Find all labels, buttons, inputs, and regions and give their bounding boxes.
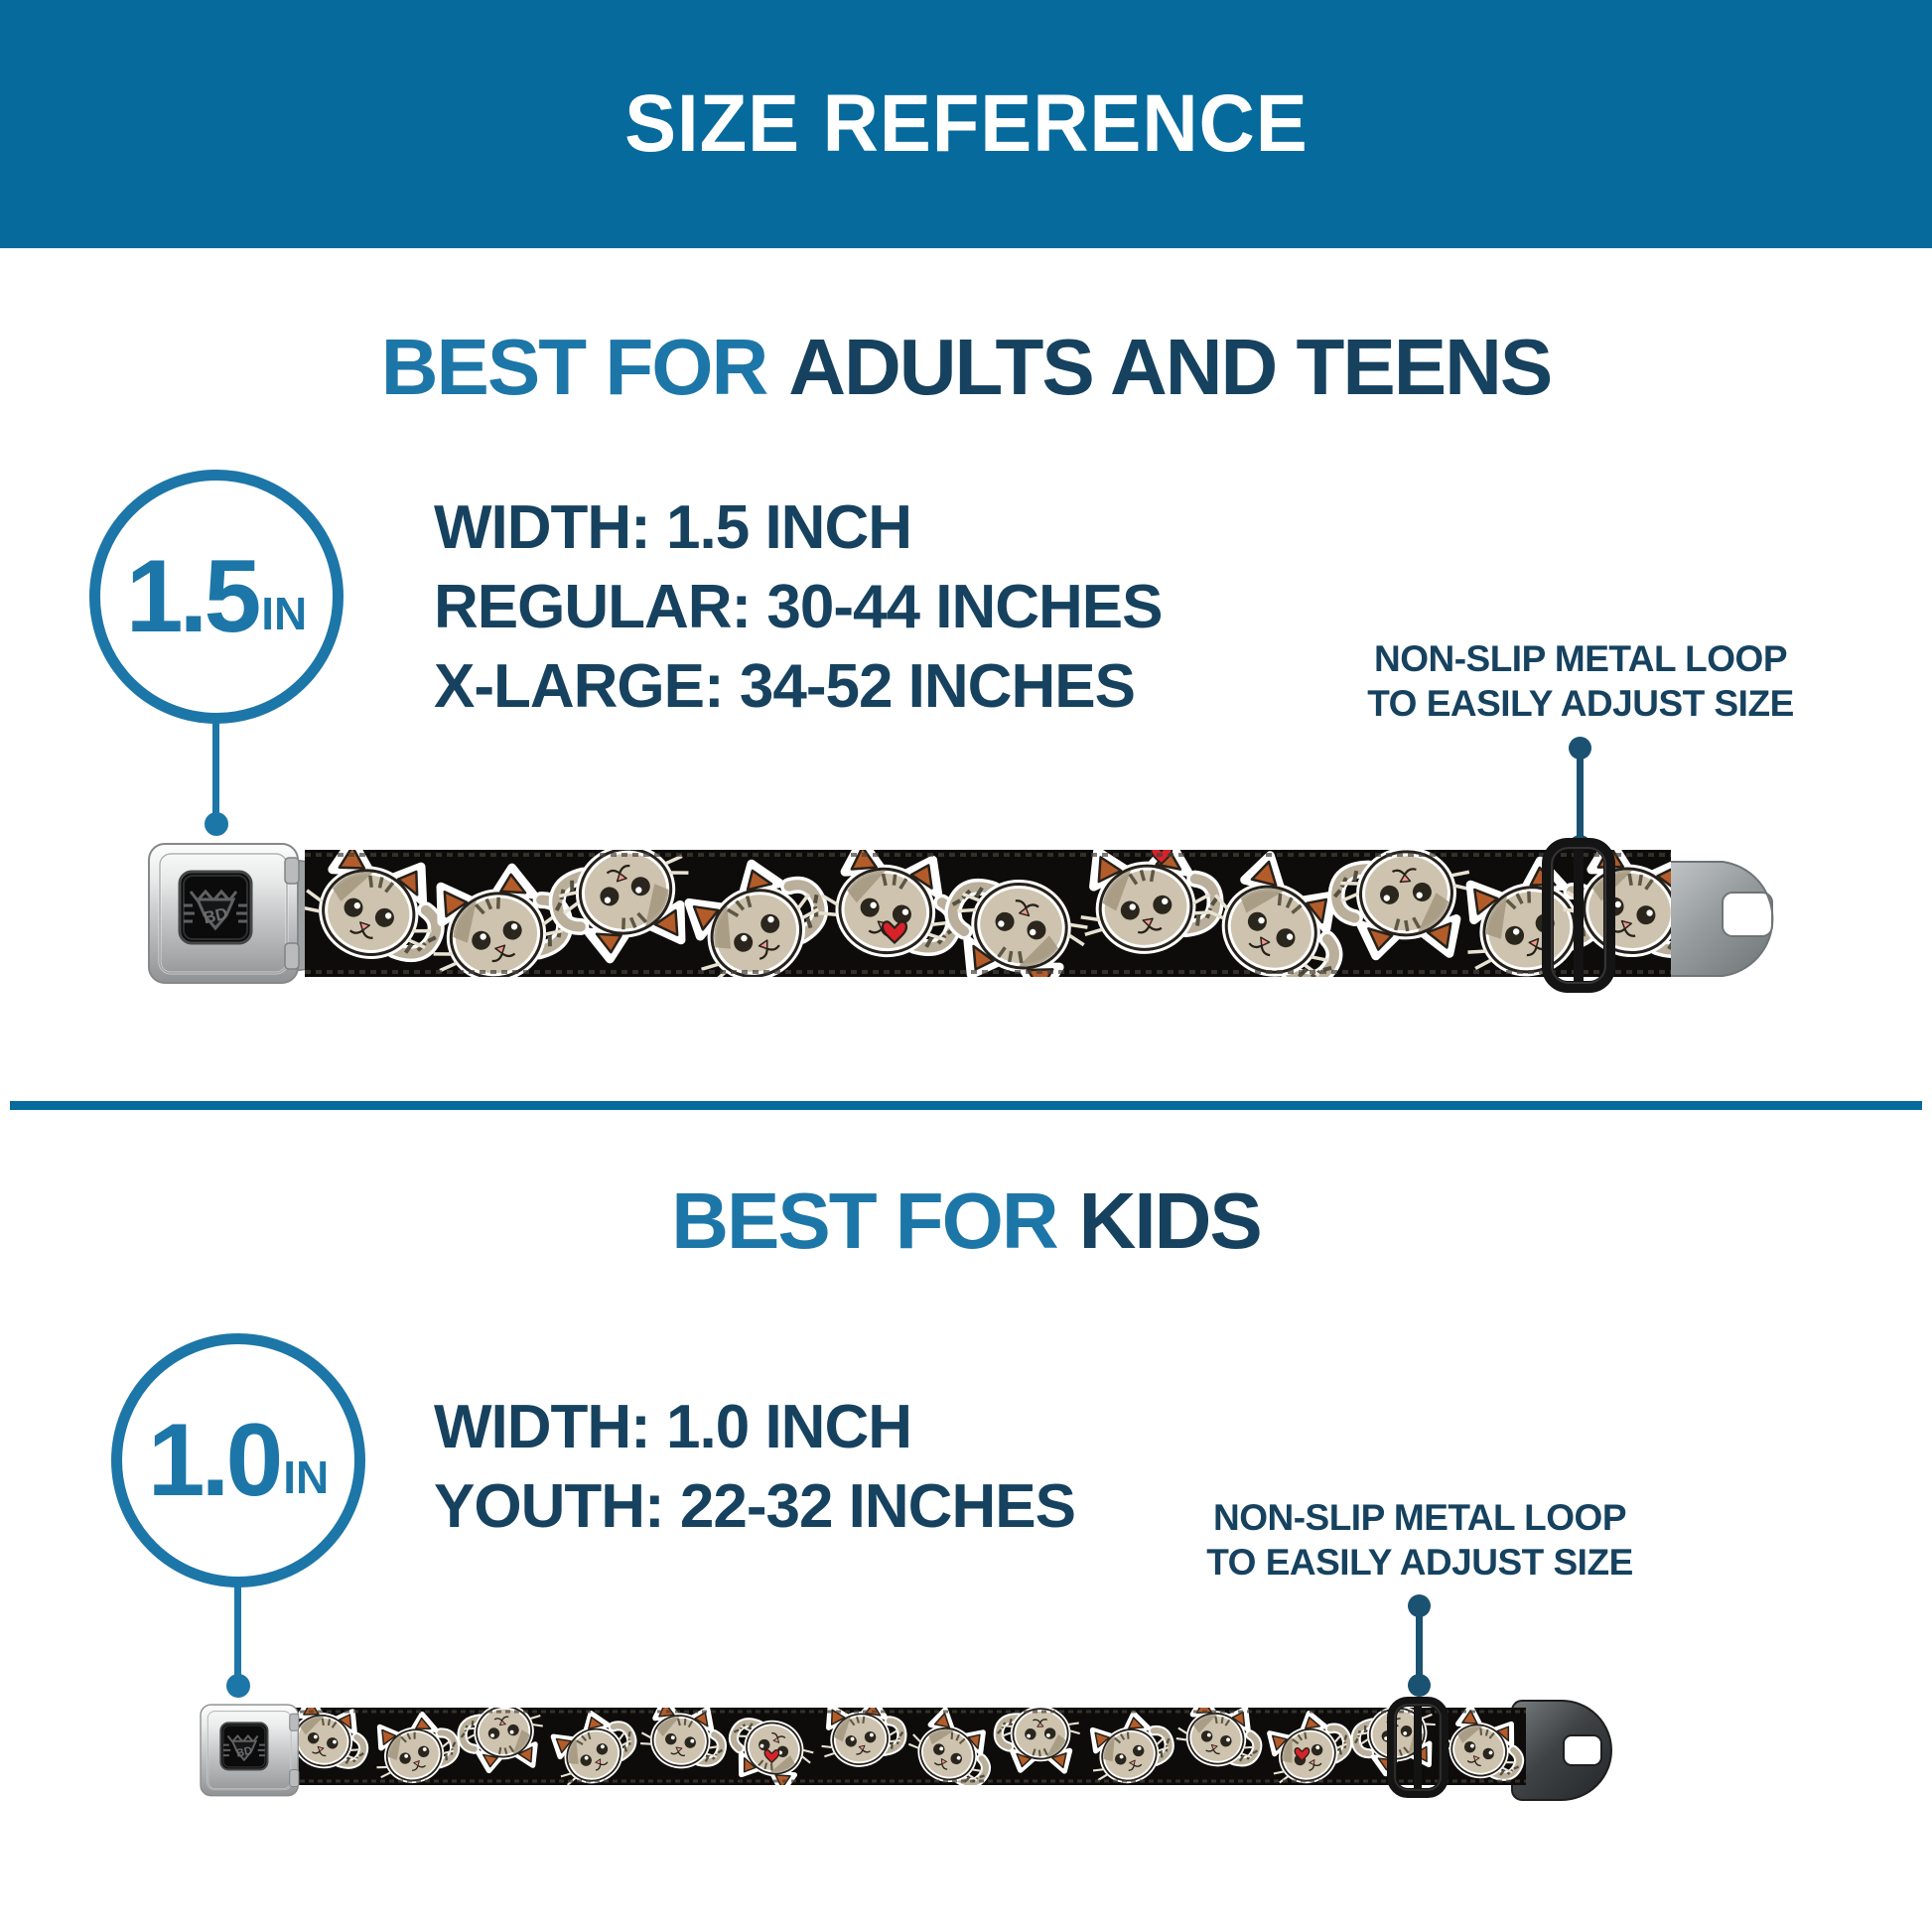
callout-line: TO EASILY ADJUST SIZE [1367, 683, 1794, 724]
spec-line: WIDTH: 1.0 INCH [434, 1393, 912, 1461]
heading-audience-adults: ADULTS AND TEENS [788, 323, 1553, 411]
circle-pointer-line [212, 720, 219, 819]
metal-loop-callout-kids: NON-SLIP METAL LOOP TO EASILY ADJUST SIZ… [1172, 1495, 1668, 1585]
heading-best-for: BEST FOR [671, 1176, 1058, 1265]
width-badge-1-5in: 1.5 IN [89, 470, 344, 724]
width-unit: IN [261, 588, 308, 639]
section-divider [10, 1101, 1922, 1110]
cat-pattern [291, 1692, 1526, 1798]
metal-loop-callout-adults: NON-SLIP METAL LOOP TO EASILY ADJUST SIZ… [1332, 636, 1829, 726]
callout-pointer-line [1577, 747, 1584, 846]
specs-list-kids: WIDTH: 1.0 INCH YOUTH: 22-32 INCHES [434, 1388, 1076, 1547]
spec-line: REGULAR: 30-44 INCHES [434, 573, 1163, 641]
section-kids-heading: BEST FOR KIDS [0, 1181, 1932, 1261]
belt-image-kids [200, 1692, 1612, 1801]
callout-pointer-dot-bottom [1408, 1674, 1431, 1697]
seatbelt-buckle [147, 842, 301, 985]
callout-pointer-dot-top [1569, 737, 1591, 759]
page-title: SIZE REFERENCE [623, 78, 1309, 169]
callout-line: TO EASILY ADJUST SIZE [1206, 1542, 1633, 1583]
circle-pointer-dot [226, 1674, 250, 1698]
spec-line: YOUTH: 22-32 INCHES [434, 1472, 1076, 1541]
callout-line: NON-SLIP METAL LOOP [1373, 638, 1788, 679]
callout-line: NON-SLIP METAL LOOP [1212, 1497, 1627, 1538]
circle-pointer-dot [205, 812, 228, 836]
belt-image-adults: BD [147, 838, 1774, 995]
heading-best-for: BEST FOR [380, 323, 768, 411]
circle-pointer-line [234, 1584, 241, 1683]
spec-line: X-LARGE: 34-52 INCHES [434, 652, 1136, 721]
callout-pointer-dot-top [1408, 1594, 1431, 1617]
cat-pattern [305, 850, 1671, 995]
heading-audience-kids: KIDS [1078, 1176, 1263, 1265]
header-bar: SIZE REFERENCE [0, 0, 1932, 248]
belt-end-tab [1511, 1700, 1612, 1801]
metal-loop [1542, 838, 1615, 993]
spec-line: WIDTH: 1.5 INCH [434, 493, 912, 562]
width-badge-1-0in: 1.0 IN [111, 1333, 365, 1587]
specs-list-adults: WIDTH: 1.5 INCH REGULAR: 30-44 INCHES X-… [434, 488, 1163, 727]
callout-pointer-line [1416, 1603, 1423, 1685]
metal-loop [1387, 1697, 1449, 1798]
section-adults-heading: BEST FOR ADULTS AND TEENS [0, 328, 1932, 407]
width-value: 1.5 [125, 538, 262, 654]
width-unit: IN [283, 1451, 330, 1503]
width-value: 1.0 [147, 1402, 284, 1518]
seatbelt-buckle [200, 1704, 300, 1797]
